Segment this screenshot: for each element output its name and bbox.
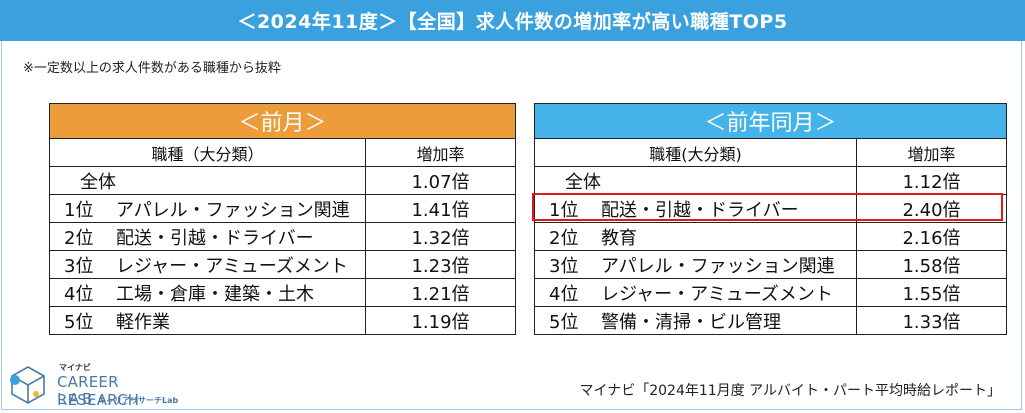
table-row: 3位 アパレル・ファッション関連 1.58倍 xyxy=(534,250,1008,279)
table-header-previous-month: ＜前月＞ xyxy=(48,103,517,139)
category-label: アパレル・ファッション関連 xyxy=(116,199,350,221)
category-label: 配送・引越・ドライバー xyxy=(601,199,799,221)
table-row: 2位 教育 2.16倍 xyxy=(534,222,1008,251)
note-text: ※一定数以上の求人件数がある職種から抜粋 xyxy=(23,61,281,76)
rank-label: 4位 xyxy=(64,283,94,305)
table-row-total: 全体 1.07倍 xyxy=(49,166,517,195)
rate-value: 1.33倍 xyxy=(855,306,1008,335)
category-label: 工場・倉庫・建築・土木 xyxy=(116,283,314,305)
table-row: 3位 レジャー・アミューズメント 1.23倍 xyxy=(49,250,517,279)
category-label: 警備・清掃・ビル管理 xyxy=(601,311,781,333)
rate-value: 1.55倍 xyxy=(855,278,1008,307)
category-label: 軽作業 xyxy=(116,311,170,333)
source-citation: マイナビ「2024年11月度 アルバイト・パート平均時給レポート」 xyxy=(579,383,1001,399)
logo-kana: マイナビ xyxy=(59,363,91,372)
cube-logo-icon xyxy=(10,366,45,404)
total-rate: 1.07倍 xyxy=(364,166,517,195)
table-row: 4位 レジャー・アミューズメント 1.55倍 xyxy=(534,278,1008,307)
table-row-total: 全体 1.12倍 xyxy=(534,166,1008,195)
table-row: 1位 配送・引越・ドライバー 2.40倍 xyxy=(534,194,1008,223)
rank-label: 4位 xyxy=(549,283,579,305)
category-label: レジャー・アミューズメント xyxy=(601,283,833,305)
column-header-rate: 増加率 xyxy=(364,138,517,167)
total-label: 全体 xyxy=(534,166,857,195)
rate-value: 1.32倍 xyxy=(364,222,517,251)
rank-label: 2位 xyxy=(64,227,94,249)
rank-label: 3位 xyxy=(64,255,94,277)
table-row: 5位 軽作業 1.19倍 xyxy=(49,306,517,335)
table-row: 5位 警備・清掃・ビル管理 1.33倍 xyxy=(534,306,1008,335)
rank-label: 5位 xyxy=(64,311,94,333)
category-label: アパレル・ファッション関連 xyxy=(601,255,835,277)
total-rate: 1.12倍 xyxy=(855,166,1008,195)
rate-value: 1.21倍 xyxy=(364,278,517,307)
rank-label: 1位 xyxy=(549,199,579,221)
rank-label: 3位 xyxy=(549,255,579,277)
category-label: レジャー・アミューズメント xyxy=(116,255,348,277)
rate-value: 1.41倍 xyxy=(364,194,517,223)
logo-line2: LAB xyxy=(57,390,96,408)
rank-label: 5位 xyxy=(549,311,579,333)
table-row: 4位 工場・倉庫・建築・土木 1.21倍 xyxy=(49,278,517,307)
category-label: 教育 xyxy=(601,227,637,249)
rate-value: 1.23倍 xyxy=(364,250,517,279)
table-row: 1位 アパレル・ファッション関連 1.41倍 xyxy=(49,194,517,223)
logo-sub: キャリアリサーチLab xyxy=(98,396,179,405)
column-header-category: 職種（大分類） xyxy=(49,138,366,167)
rate-value: 1.58倍 xyxy=(855,250,1008,279)
rate-value: 2.16倍 xyxy=(855,222,1008,251)
page-title: ＜2024年11度＞【全国】求人件数の増加率が高い職種TOP5 xyxy=(0,0,1025,41)
rank-label: 2位 xyxy=(549,227,579,249)
rate-value: 1.19倍 xyxy=(364,306,517,335)
category-label: 配送・引越・ドライバー xyxy=(116,227,314,249)
total-label: 全体 xyxy=(49,166,366,195)
table-row: 2位 配送・引越・ドライバー 1.32倍 xyxy=(49,222,517,251)
table-header-previous-year-month: ＜前年同月＞ xyxy=(533,103,1008,139)
column-header-category: 職種(大分類) xyxy=(534,138,857,167)
table-previous-year-month: ＜前年同月＞ 職種(大分類) 増加率 全体 1.12倍 1位 配送・引越・ドライバ… xyxy=(533,103,1008,335)
table-previous-month: ＜前月＞ 職種（大分類） 増加率 全体 1.07倍 1位 アパレル・ファッション関… xyxy=(48,103,517,335)
logo-line1: CAREER RESEARCH xyxy=(57,373,140,409)
rate-value: 2.40倍 xyxy=(855,194,1008,223)
rank-label: 1位 xyxy=(64,199,94,221)
career-research-lab-logo: マイナビ CAREER RESEARCH LAB キャリアリサーチLab xyxy=(6,362,196,409)
column-header-rate: 増加率 xyxy=(855,138,1008,167)
